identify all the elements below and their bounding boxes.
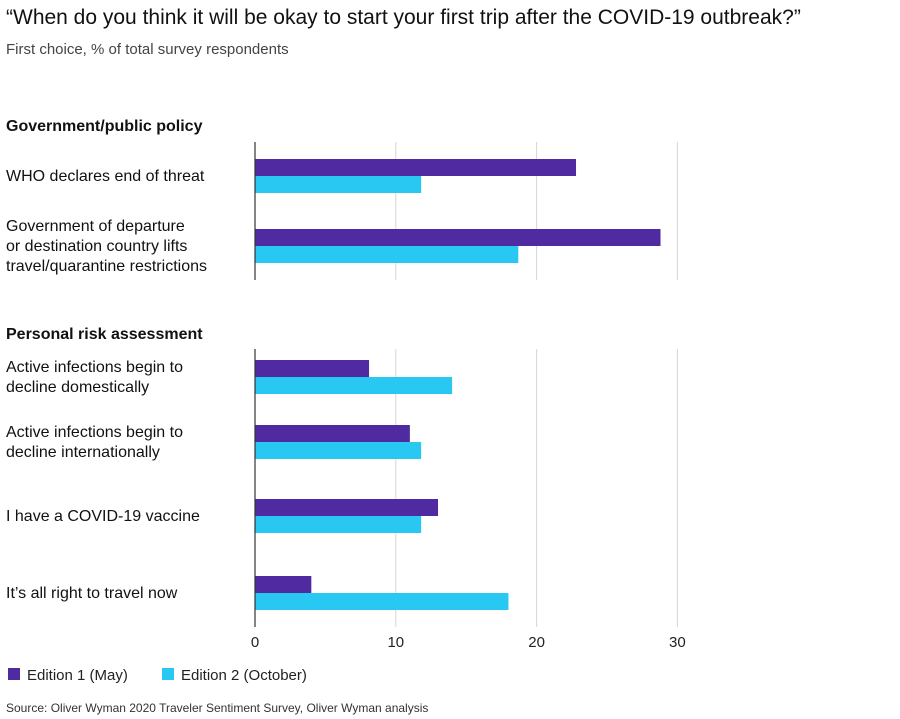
bar-edition-2 <box>255 516 422 533</box>
plot-area: Government/public policy WHO declares end… <box>6 118 686 651</box>
category-label-line: decline internationally <box>6 444 160 461</box>
bar-edition-2 <box>255 377 453 394</box>
category-label-line: It’s all right to travel now <box>6 585 178 602</box>
category-label-line: decline domestically <box>6 379 149 396</box>
category-label-line: Active infections begin to <box>6 359 183 376</box>
legend-label: Edition 1 (May) <box>27 667 128 684</box>
category-label-line: WHO declares end of threat <box>6 168 205 185</box>
bar-edition-2 <box>255 246 519 263</box>
chart-subtitle: First choice, % of total survey responde… <box>6 41 289 58</box>
legend-swatch <box>162 668 174 680</box>
source-note: Source: Oliver Wyman 2020 Traveler Senti… <box>6 701 428 715</box>
chart-title: “When do you think it will be okay to st… <box>6 6 801 29</box>
category-label-line: Active infections begin to <box>6 424 183 441</box>
bar-edition-2 <box>255 442 422 459</box>
category-label: Government of departure or destination co… <box>6 218 207 275</box>
legend: Edition 1 (May) Edition 2 (October) <box>8 667 307 684</box>
x-tick-label: 20 <box>528 634 545 651</box>
bar-edition-1 <box>255 499 439 516</box>
x-tick-label: 0 <box>251 634 259 651</box>
category-label: WHO declares end of threat <box>6 168 205 185</box>
bar-edition-1 <box>255 229 661 246</box>
bar-edition-1 <box>255 576 312 593</box>
group-header: Government/public policy <box>6 118 203 135</box>
category-label-line: or destination country lifts <box>6 238 187 255</box>
category-label: Active infections begin to decline intern… <box>6 424 183 461</box>
category-label-line: Government of departure <box>6 218 185 235</box>
group-header: Personal risk assessment <box>6 326 203 343</box>
category-label: Active infections begin to decline domest… <box>6 359 183 396</box>
legend-swatch <box>8 668 20 680</box>
x-tick-label: 30 <box>669 634 686 651</box>
category-label-line: travel/quarantine restrictions <box>6 258 207 275</box>
legend-label: Edition 2 (October) <box>181 667 307 684</box>
bar-edition-2 <box>255 593 509 610</box>
bar-edition-1 <box>255 425 410 442</box>
x-tick-label: 10 <box>387 634 404 651</box>
bar-edition-2 <box>255 176 422 193</box>
bar-edition-1 <box>255 159 577 176</box>
bar-edition-1 <box>255 360 370 377</box>
category-label: It’s all right to travel now <box>6 585 178 602</box>
category-label: I have a COVID-19 vaccine <box>6 508 200 525</box>
category-label-line: I have a COVID-19 vaccine <box>6 508 200 525</box>
